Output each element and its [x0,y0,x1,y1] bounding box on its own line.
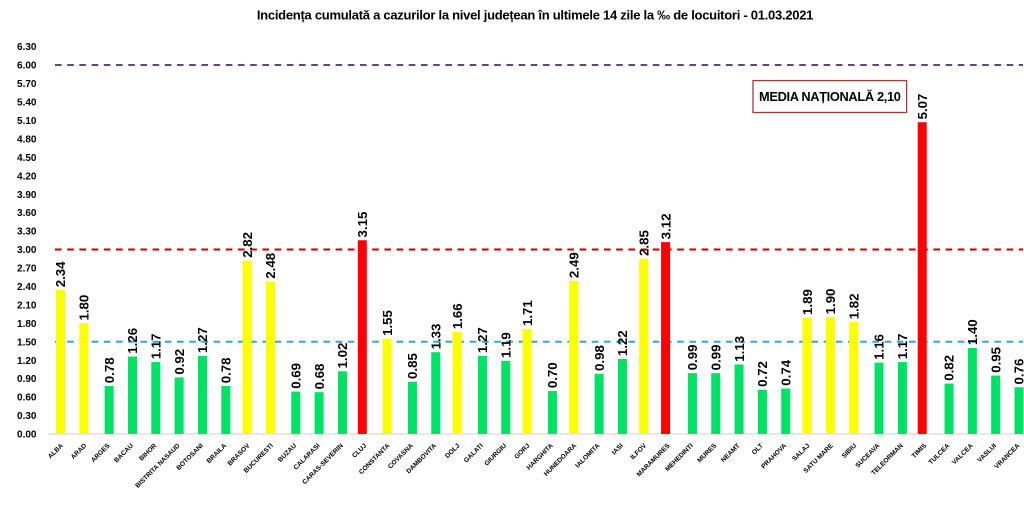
svg-text:2.82: 2.82 [240,232,255,258]
svg-text:MEDIA NAȚIONALĂ 2,10: MEDIA NAȚIONALĂ 2,10 [759,89,901,104]
svg-text:1.40: 1.40 [965,319,980,345]
svg-text:5.07: 5.07 [915,94,930,120]
svg-text:Incidența cumulată a cazurilor: Incidența cumulată a cazurilor la nivel … [257,8,813,23]
svg-text:1.13: 1.13 [732,336,747,362]
svg-text:1.27: 1.27 [475,327,490,353]
svg-text:4.80: 4.80 [17,134,37,145]
svg-text:0.72: 0.72 [755,361,770,387]
svg-text:5.40: 5.40 [17,98,37,109]
svg-text:3.60: 3.60 [17,208,37,219]
svg-text:6.00: 6.00 [17,61,37,72]
svg-text:0.99: 0.99 [685,345,700,371]
svg-text:0.60: 0.60 [17,393,37,404]
svg-text:0.98: 0.98 [592,345,607,371]
svg-text:0.76: 0.76 [1012,359,1024,385]
svg-text:0.00: 0.00 [17,430,37,441]
svg-text:1.82: 1.82 [846,293,861,319]
svg-text:0.82: 0.82 [942,355,957,381]
svg-text:4.20: 4.20 [17,171,37,182]
svg-text:1.66: 1.66 [450,303,465,329]
svg-text:3.30: 3.30 [17,227,37,238]
svg-text:0.74: 0.74 [778,359,793,386]
svg-text:3.00: 3.00 [17,245,37,256]
svg-text:5.70: 5.70 [17,79,37,90]
svg-text:4.50: 4.50 [17,153,37,164]
svg-text:5.10: 5.10 [17,116,37,127]
svg-text:2.85: 2.85 [636,230,651,256]
svg-text:2.49: 2.49 [566,252,581,278]
svg-text:1.17: 1.17 [149,333,164,359]
svg-text:2.34: 2.34 [53,261,68,288]
svg-text:0.90: 0.90 [17,374,37,385]
svg-text:1.89: 1.89 [800,289,815,315]
svg-text:2.40: 2.40 [17,282,37,293]
svg-text:1.20: 1.20 [17,356,37,367]
svg-text:0.68: 0.68 [312,364,327,390]
svg-text:0.92: 0.92 [172,349,187,375]
svg-text:1.50: 1.50 [17,337,37,348]
svg-text:1.02: 1.02 [335,343,350,369]
svg-text:2.10: 2.10 [17,301,37,312]
svg-text:2.70: 2.70 [17,264,37,275]
svg-text:2.48: 2.48 [263,253,278,279]
svg-text:1.27: 1.27 [195,327,210,353]
svg-text:3.15: 3.15 [355,212,370,238]
svg-text:0.78: 0.78 [102,357,117,383]
svg-text:1.26: 1.26 [125,328,140,354]
svg-text:1.80: 1.80 [77,295,92,321]
svg-text:1.22: 1.22 [615,330,630,356]
svg-text:1.33: 1.33 [428,324,443,350]
svg-text:1.71: 1.71 [520,300,535,326]
svg-text:1.19: 1.19 [498,332,513,358]
svg-text:0.69: 0.69 [289,363,304,389]
svg-text:1.17: 1.17 [895,333,910,359]
svg-text:0.95: 0.95 [988,347,1003,373]
svg-text:0.85: 0.85 [405,353,420,379]
svg-text:3.90: 3.90 [17,190,37,201]
svg-text:1.16: 1.16 [872,334,887,360]
svg-text:0.99: 0.99 [708,345,723,371]
svg-text:6.30: 6.30 [17,42,37,53]
svg-text:1.55: 1.55 [380,310,395,336]
svg-text:1.80: 1.80 [17,319,37,330]
svg-text:0.70: 0.70 [545,362,560,388]
svg-text:0.78: 0.78 [219,357,234,383]
svg-text:3.12: 3.12 [658,214,673,240]
svg-text:1.90: 1.90 [823,289,838,315]
svg-text:0.30: 0.30 [17,411,37,422]
